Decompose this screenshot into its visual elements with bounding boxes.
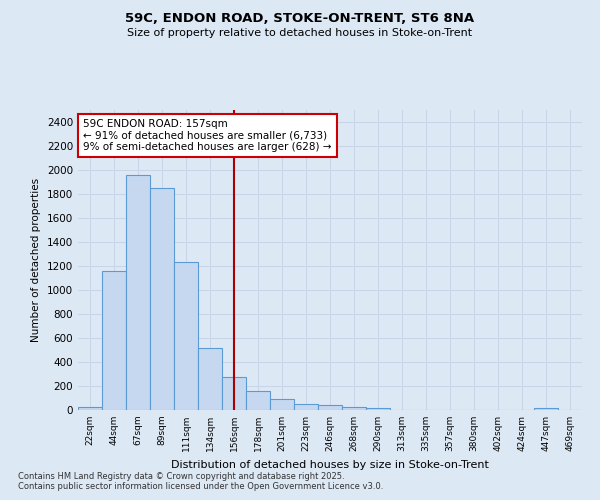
Bar	[534, 408, 558, 410]
Text: Size of property relative to detached houses in Stoke-on-Trent: Size of property relative to detached ho…	[127, 28, 473, 38]
Bar	[342, 408, 366, 410]
Text: 59C ENDON ROAD: 157sqm
← 91% of detached houses are smaller (6,733)
9% of semi-d: 59C ENDON ROAD: 157sqm ← 91% of detached…	[83, 119, 332, 152]
Bar	[222, 377, 246, 410]
Bar	[294, 404, 318, 410]
Bar	[78, 406, 102, 410]
Text: Contains HM Land Registry data © Crown copyright and database right 2025.: Contains HM Land Registry data © Crown c…	[18, 472, 344, 481]
Bar	[198, 348, 222, 410]
Bar	[318, 405, 342, 410]
Bar	[150, 188, 174, 410]
Bar	[174, 262, 198, 410]
Bar	[246, 392, 270, 410]
Y-axis label: Number of detached properties: Number of detached properties	[31, 178, 41, 342]
Bar	[270, 399, 294, 410]
Bar	[102, 272, 126, 410]
X-axis label: Distribution of detached houses by size in Stoke-on-Trent: Distribution of detached houses by size …	[171, 460, 489, 469]
Bar	[366, 408, 390, 410]
Text: Contains public sector information licensed under the Open Government Licence v3: Contains public sector information licen…	[18, 482, 383, 491]
Bar	[126, 175, 150, 410]
Text: 59C, ENDON ROAD, STOKE-ON-TRENT, ST6 8NA: 59C, ENDON ROAD, STOKE-ON-TRENT, ST6 8NA	[125, 12, 475, 26]
